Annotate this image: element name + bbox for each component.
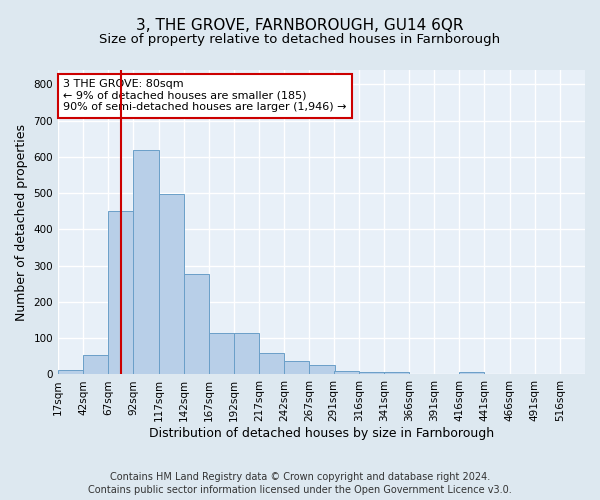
Text: 3 THE GROVE: 80sqm
← 9% of detached houses are smaller (185)
90% of semi-detache: 3 THE GROVE: 80sqm ← 9% of detached hous…: [64, 79, 347, 112]
Bar: [184, 274, 209, 374]
Bar: [58, 370, 83, 374]
Y-axis label: Number of detached properties: Number of detached properties: [15, 124, 28, 320]
Bar: [259, 352, 284, 374]
Bar: [158, 194, 184, 374]
X-axis label: Distribution of detached houses by size in Farnborough: Distribution of detached houses by size …: [149, 427, 494, 440]
Bar: [284, 361, 310, 374]
Bar: [109, 212, 133, 374]
Bar: [459, 372, 484, 374]
Bar: [83, 354, 109, 374]
Bar: [384, 372, 409, 374]
Bar: [234, 333, 259, 374]
Text: 3, THE GROVE, FARNBOROUGH, GU14 6QR: 3, THE GROVE, FARNBOROUGH, GU14 6QR: [136, 18, 464, 32]
Text: Contains public sector information licensed under the Open Government Licence v3: Contains public sector information licen…: [88, 485, 512, 495]
Bar: [310, 366, 335, 374]
Bar: [334, 371, 359, 374]
Bar: [359, 372, 384, 374]
Text: Contains HM Land Registry data © Crown copyright and database right 2024.: Contains HM Land Registry data © Crown c…: [110, 472, 490, 482]
Bar: [133, 150, 158, 374]
Bar: [209, 333, 234, 374]
Text: Size of property relative to detached houses in Farnborough: Size of property relative to detached ho…: [100, 32, 500, 46]
